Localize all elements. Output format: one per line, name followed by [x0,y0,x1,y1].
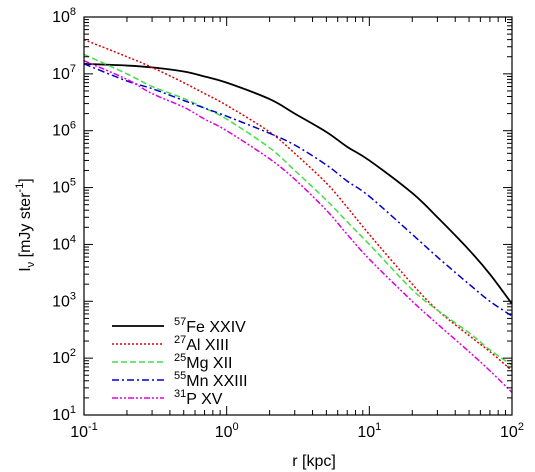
series-line-1 [83,62,513,305]
series-line-2 [83,38,513,372]
legend-label: 27Al XIII [174,334,229,354]
y-axis-label-sup: -1 [14,183,26,193]
legend-label: 57Fe XXIV [174,316,246,336]
series-line-5 [83,60,513,393]
y-tick-label: 107 [52,63,76,83]
legend-label: 55Mn XXIII [174,370,248,390]
y-tick-label: 101 [52,404,76,424]
series-layer [83,38,513,393]
y-tick-label: 108 [52,6,76,26]
plot-frame [83,16,513,416]
y-axis-label: Iν [mJy ster-1] [14,178,37,272]
y-axis-label-main: I [17,267,34,271]
legend-label: 31P XV [174,388,223,408]
x-tick-label: 10-1 [70,421,98,441]
y-tick-label: 105 [52,177,76,197]
tick-labels: 10-1 100 101 102 101 102 103 104 105 106 107 108 [52,6,524,441]
y-axis-label-sub: ν [25,261,37,267]
ticks-layer [83,17,512,416]
y-axis-label-end: ] [17,178,34,182]
series-line-3 [83,53,513,366]
y-tick-label: 102 [52,347,76,367]
series-line-4 [83,63,513,317]
y-tick-label: 103 [52,290,76,310]
x-tick-label: 101 [357,421,381,441]
legend-label: 25Mg XII [174,352,232,372]
x-axis-label: r [kpc] [292,453,336,470]
x-tick-label: 100 [215,421,239,441]
y-tick-label: 106 [52,120,76,140]
y-tick-label: 104 [52,233,76,253]
x-tick-label: 102 [500,421,524,441]
y-axis-label-rest: [mJy ster [17,192,34,262]
